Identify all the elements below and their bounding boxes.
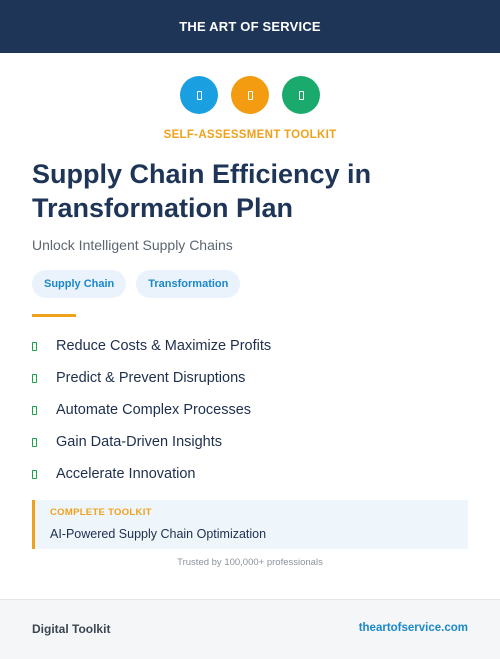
benefit-item: Gain Data-Driven Insights	[32, 426, 271, 458]
footer-bar: Digital Toolkit theartofservice.com	[0, 599, 500, 659]
footer-label: Digital Toolkit	[32, 622, 111, 636]
benefit-item: Automate Complex Processes	[32, 394, 271, 426]
document-icon	[231, 76, 269, 114]
check-icon	[32, 405, 37, 415]
toolkit-callout: COMPLETE TOOLKIT AI-Powered Supply Chain…	[32, 500, 468, 549]
check-icon	[32, 341, 37, 351]
tag-transformation: Transformation	[136, 270, 241, 298]
toolkit-kicker: SELF-ASSESSMENT TOOLKIT	[163, 129, 337, 141]
callout-text: AI-Powered Supply Chain Optimization	[50, 527, 267, 541]
benefit-list: Reduce Costs & Maximize Profits Predict …	[32, 330, 271, 490]
header-bar: THE ART OF SERVICE	[0, 0, 500, 53]
benefit-item: Predict & Prevent Disruptions	[32, 362, 271, 394]
page-title: Supply Chain Efficiency in Transformatio…	[32, 159, 372, 223]
callout-label: COMPLETE TOOLKIT	[50, 507, 152, 518]
benefit-text: Automate Complex Processes	[56, 402, 252, 418]
accent-divider	[32, 314, 76, 317]
check-icon	[32, 469, 37, 479]
benefit-item: Reduce Costs & Maximize Profits	[32, 330, 271, 362]
document-icon	[282, 76, 320, 114]
tag-supply-chain: Supply Chain	[32, 270, 127, 298]
benefit-text: Gain Data-Driven Insights	[56, 434, 223, 450]
trust-note: Trusted by 100,000+ professionals	[177, 557, 323, 568]
benefit-item: Accelerate Innovation	[32, 458, 271, 490]
check-icon	[32, 373, 37, 383]
brand-title: THE ART OF SERVICE	[179, 19, 321, 34]
benefit-text: Reduce Costs & Maximize Profits	[56, 338, 272, 354]
document-icon	[180, 76, 218, 114]
check-icon	[32, 437, 37, 447]
tag-list: Supply Chain Transformation	[32, 270, 241, 298]
icon-row	[0, 76, 500, 114]
benefit-text: Predict & Prevent Disruptions	[56, 370, 246, 386]
website-link[interactable]: theartofservice.com	[358, 622, 468, 634]
subtitle: Unlock Intelligent Supply Chains	[32, 237, 233, 253]
benefit-text: Accelerate Innovation	[56, 466, 196, 482]
